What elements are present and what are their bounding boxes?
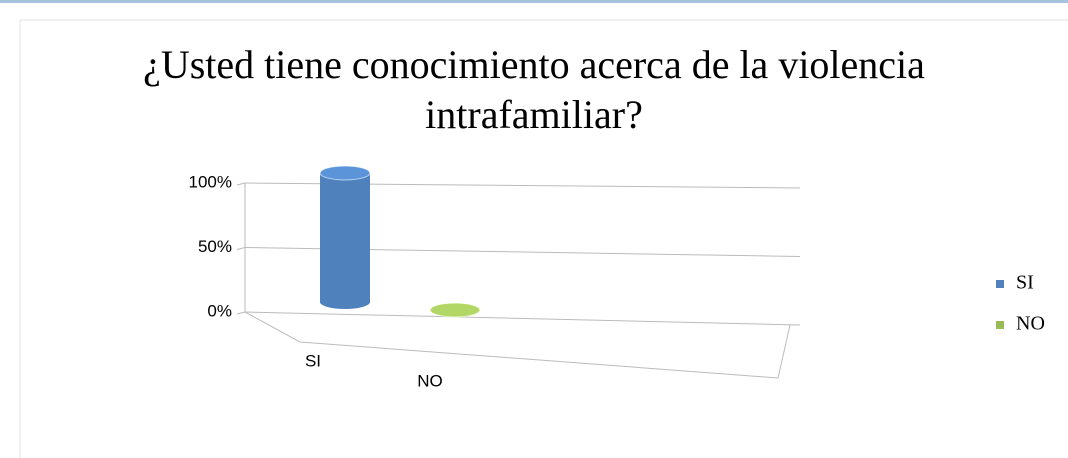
bar-top xyxy=(429,302,481,318)
x-tick-label: SI xyxy=(305,351,321,370)
bar xyxy=(320,173,370,309)
y-tick-label: 50% xyxy=(198,237,232,256)
x-tick-label: NO xyxy=(417,371,443,390)
grid-line xyxy=(244,311,801,326)
tick-mark xyxy=(236,182,246,186)
chart-title: ¿Usted tiene conocimiento acerca de la v… xyxy=(143,42,925,137)
legend-label: SI xyxy=(1016,272,1034,294)
y-tick-label: 100% xyxy=(189,172,232,191)
y-tick-label: 0% xyxy=(207,301,232,320)
tick-mark xyxy=(236,311,246,315)
legend-swatch xyxy=(996,321,1004,329)
legend-label: NO xyxy=(1016,313,1045,335)
tick-mark xyxy=(236,247,246,250)
top-border xyxy=(0,0,1068,3)
floor xyxy=(244,311,791,379)
legend-swatch xyxy=(996,280,1004,288)
bar-top xyxy=(319,165,371,181)
